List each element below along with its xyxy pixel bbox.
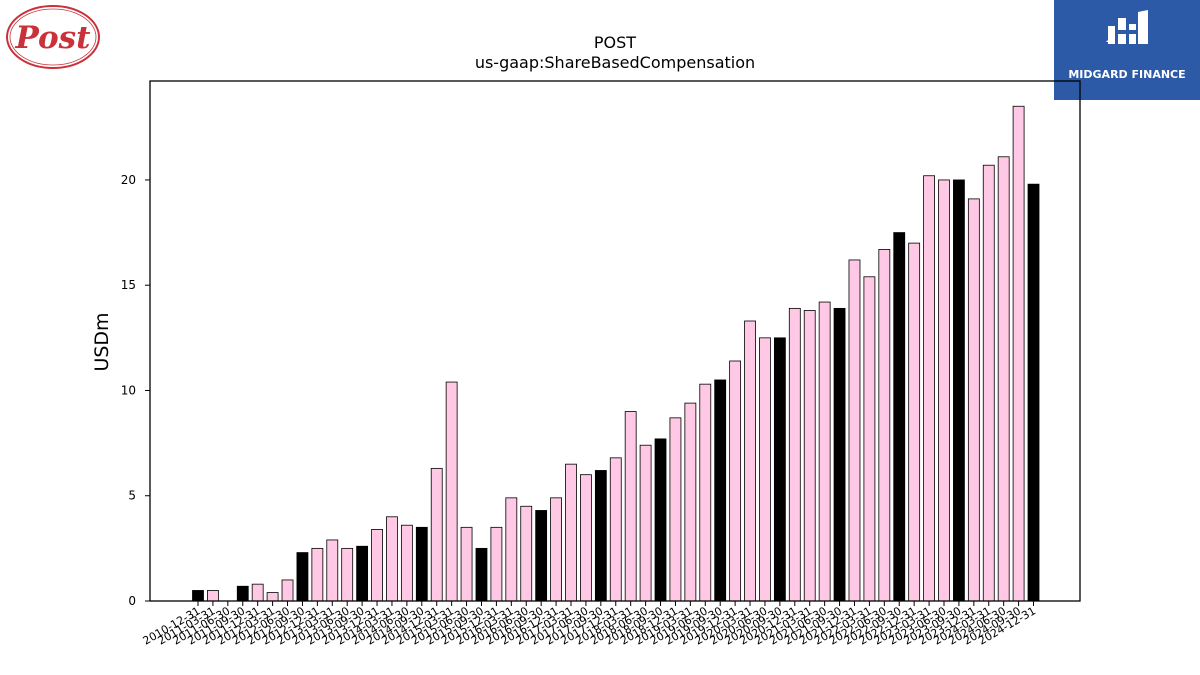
bar-2017-03-31 [565,463,577,602]
plot-frame [149,80,1081,602]
y-tick-label: 5 [128,489,136,503]
bar-2017-06-30 [580,474,592,602]
bar-2022-03-31 [863,276,876,602]
bar-2013-06-30 [341,547,354,602]
bar-2019-06-30 [699,383,712,602]
bar-2020-06-30 [759,337,771,602]
y-tick-label: 0 [128,594,136,608]
bar-2012-06-30 [281,579,294,602]
y-tick-label: 15 [121,278,136,292]
y-axis-label: USDm [91,312,113,371]
bar-2023-09-30 [953,179,965,602]
bar-2013-12-31 [371,529,383,602]
x-ticks-group: 2010-12-312011-03-312011-06-302011-09-30… [141,601,1038,648]
y-tick-label: 20 [121,173,136,187]
bar-2023-12-31 [967,198,980,602]
midgard-finance-logo: MIDGARD FINANCE [1054,0,1200,100]
bar-2012-03-31 [266,592,279,602]
y-ticks-group: 0 5 10 15 20 [121,173,150,608]
bar-2024-09-30 [1012,105,1025,602]
bar-2020-03-31 [744,320,756,602]
bar-2021-03-31 [803,310,816,602]
bar-2021-06-30 [818,301,831,602]
bar-2018-06-30 [639,444,652,602]
post-logo-inner-ring [9,8,97,66]
bar-2023-03-31 [923,175,935,602]
bar-2010-12-31 [192,590,204,602]
bar-2022-09-30 [893,232,906,602]
bar-2015-12-31 [490,526,503,602]
bar-2019-03-31 [684,402,697,602]
bar-2018-09-30 [654,438,667,602]
bar-2012-12-31 [311,547,324,602]
bar-2011-09-30 [236,585,249,602]
bars-group [192,105,1040,602]
midgard-finance-wordmark: MIDGARD FINANCE [1068,68,1186,81]
bar-2016-12-31 [550,497,562,602]
post-logo-outer-ring [6,5,100,69]
bar-2019-12-31 [729,360,742,602]
bar-2015-06-30 [460,526,473,602]
bar-2017-12-31 [609,457,622,602]
bar-2016-03-31 [505,497,518,602]
bar-2014-12-31 [430,467,443,602]
bar-2015-09-30 [475,547,488,602]
chart-title: POST [594,33,636,52]
bar-2020-12-31 [788,307,801,602]
bar-2015-03-31 [445,381,458,602]
bar-2016-09-30 [535,510,548,602]
post-logo-wordmark: Post [15,20,92,56]
bar-2016-06-30 [520,505,533,602]
bar-2018-03-31 [624,411,637,602]
bar-2014-09-30 [415,526,428,602]
bar-2011-03-31 [207,590,219,602]
midgard-monogram-icon [1106,10,1148,44]
bar-2021-12-31 [848,259,861,602]
bar-2022-12-31 [908,242,921,602]
bar-2024-03-31 [982,164,995,602]
bar-2022-06-30 [878,249,891,602]
bar-2013-03-31 [326,539,339,602]
bar-2013-09-30 [356,545,369,602]
y-tick-label: 10 [121,383,136,397]
bar-2014-03-31 [386,516,398,602]
bar-2023-06-30 [938,179,950,602]
bar-2024-06-30 [997,156,1010,602]
bar-2019-09-30 [714,379,727,602]
bar-2012-09-30 [296,552,309,602]
bar-2021-09-30 [833,307,846,602]
post-logo: Post [6,5,100,69]
bar-2014-06-30 [400,524,413,602]
bar-2017-09-30 [594,470,607,602]
bar-2024-12-31 [1027,183,1040,602]
bar-2018-12-31 [669,417,682,602]
bar-2011-12-31 [251,583,264,602]
bar-2020-09-30 [773,337,786,602]
chart-subtitle: us-gaap:ShareBasedCompensation [475,53,755,72]
